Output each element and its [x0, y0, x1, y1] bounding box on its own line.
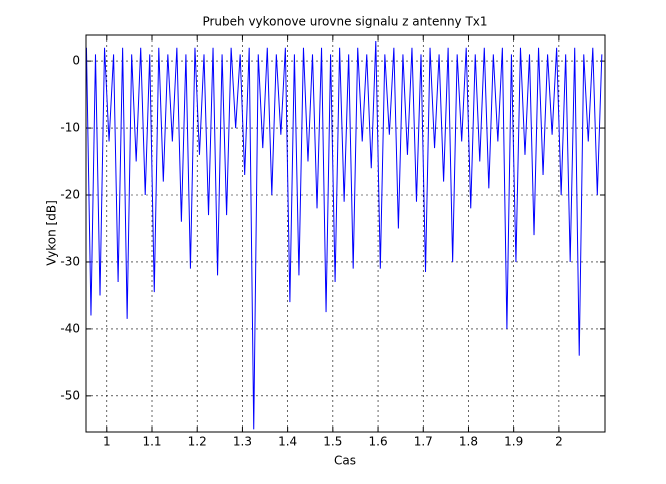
x-tick-label: 1.4	[278, 435, 297, 449]
y-axis-label: Vykon [dB]	[45, 200, 59, 265]
plot-frame	[85, 34, 606, 433]
x-tick-label: 1.3	[233, 435, 252, 449]
x-tick-label: 1.8	[459, 435, 478, 449]
x-axis-label: Cas	[334, 454, 356, 468]
y-tick-label: -30	[60, 254, 80, 268]
x-tick-label: 1.7	[414, 435, 433, 449]
x-tick-label: 1.5	[323, 435, 342, 449]
y-tick-label: -10	[60, 121, 80, 135]
chart-title: Prubeh vykonove urovne signalu z antenny…	[202, 15, 487, 29]
x-tick-label: 1.6	[369, 435, 388, 449]
x-tick-label: 1.1	[142, 435, 161, 449]
x-tick-label: 1.2	[188, 435, 207, 449]
data-line	[85, 41, 603, 430]
y-tick-label: -40	[60, 321, 80, 335]
x-tick-label: 1	[103, 435, 111, 449]
x-tick-label: 2	[555, 435, 563, 449]
y-tick-label: -20	[60, 188, 80, 202]
x-tick-label: 1.9	[504, 435, 523, 449]
y-tick-label: 0	[72, 54, 80, 68]
y-tick-label: -50	[60, 388, 80, 402]
